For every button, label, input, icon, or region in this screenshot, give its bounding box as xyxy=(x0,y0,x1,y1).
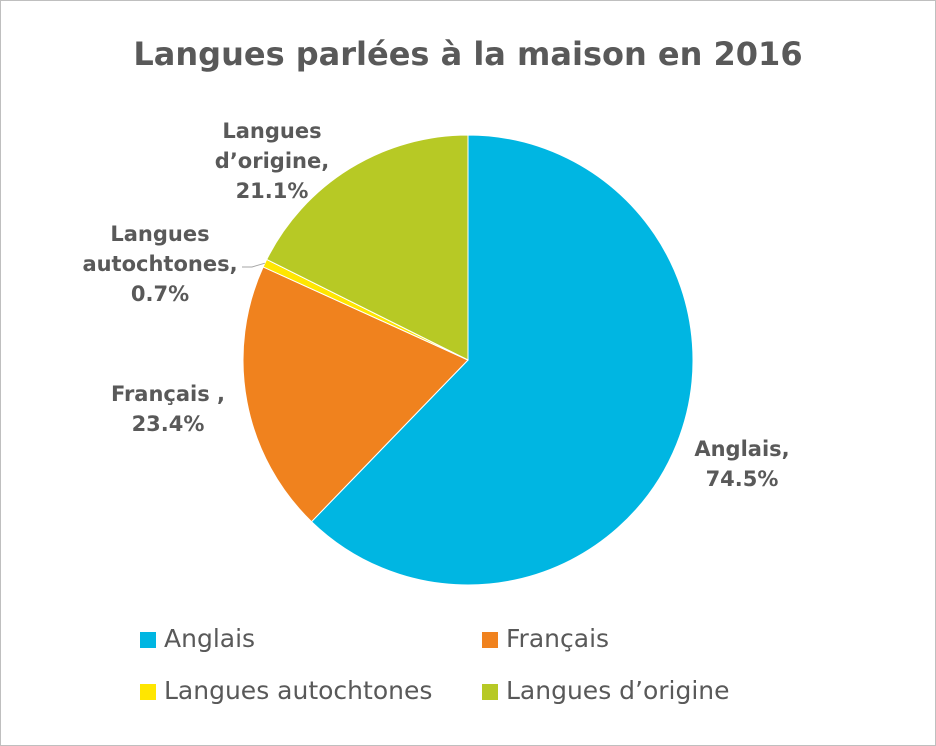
pie-slice xyxy=(242,266,469,523)
data-label-name: Français , xyxy=(111,382,225,406)
legend-label: Anglais xyxy=(164,624,255,653)
chart-title: Langues parlées à la maison en 2016 xyxy=(133,35,802,73)
legend-swatch xyxy=(482,684,498,700)
data-label-name: Langues xyxy=(222,119,321,143)
pie-slice xyxy=(266,134,469,361)
data-label-name: Anglais, xyxy=(694,437,789,461)
data-label-name: autochtones, xyxy=(82,252,237,276)
data-label: Anglais, 74.5% xyxy=(694,437,789,491)
legend-swatch xyxy=(140,632,156,648)
legend-swatch xyxy=(140,684,156,700)
data-label-value: 0.7% xyxy=(131,282,189,306)
data-label: Langues autochtones, 0.7% xyxy=(82,222,237,306)
data-label-name: Langues xyxy=(110,222,209,246)
pie-slice xyxy=(310,134,694,586)
data-label-value: 21.1% xyxy=(236,179,309,203)
data-label-value: 74.5% xyxy=(706,467,779,491)
data-label: Français , 23.4% xyxy=(111,382,225,436)
legend-label: Langues d’origine xyxy=(506,676,730,705)
legend-label: Langues autochtones xyxy=(164,676,432,705)
legend-swatch xyxy=(482,632,498,648)
legend-label: Français xyxy=(506,624,609,653)
data-label: Langues d’origine, 21.1% xyxy=(215,119,329,203)
leader-line xyxy=(242,262,266,268)
data-label-name: d’origine, xyxy=(215,149,329,173)
data-label-value: 23.4% xyxy=(132,412,205,436)
